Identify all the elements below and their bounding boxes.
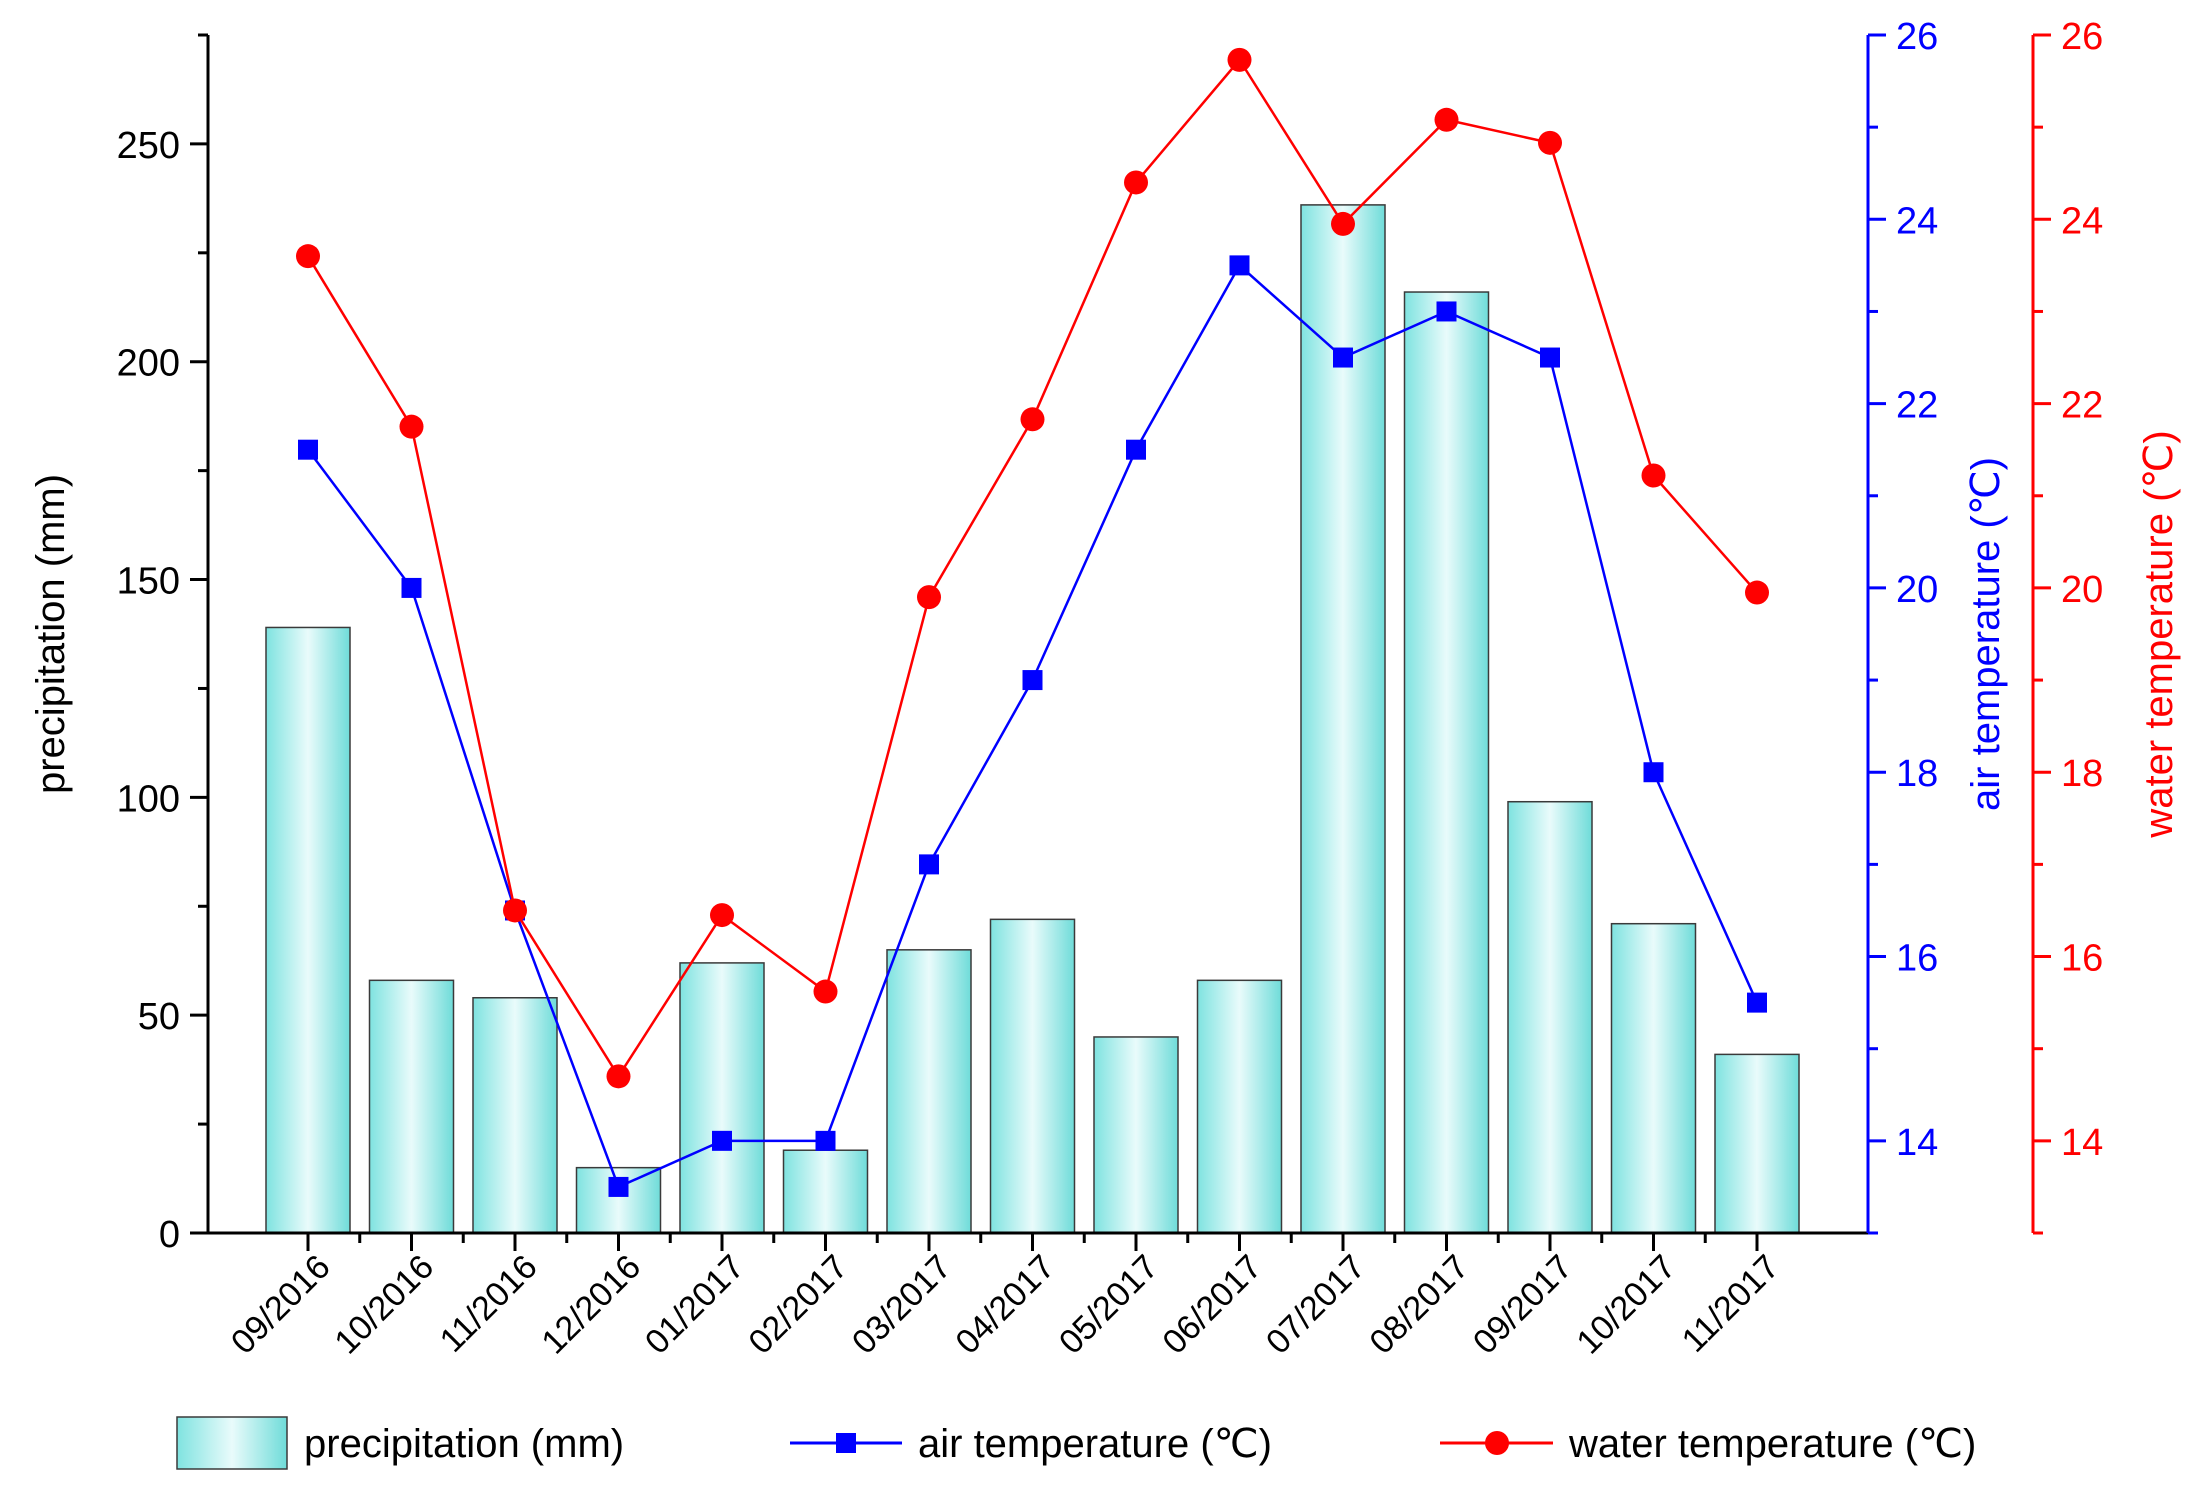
bar-08/2017	[1403, 291, 1490, 1234]
bar-04/2017	[989, 918, 1076, 1234]
right1-tick-label: 22	[1896, 385, 1938, 427]
x-tick-label: 09/2016	[224, 1248, 338, 1362]
right1-tick-label: 20	[1896, 569, 1938, 611]
right1-tick-label: 14	[1896, 1122, 1938, 1164]
air-temperature-point-03/2017	[919, 854, 939, 875]
x-tick-label: 06/2017	[1155, 1248, 1269, 1362]
bar-10/2016	[368, 979, 455, 1234]
air-temperature-point-12/2016	[608, 1176, 629, 1197]
x-tick-label: 03/2017	[845, 1248, 959, 1362]
right2-tick-label: 14	[2061, 1122, 2103, 1164]
water-temperature-point-10/2016	[399, 414, 424, 439]
bar-09/2016	[265, 626, 351, 1234]
right1-tick-label: 26	[1896, 16, 1938, 58]
bar-03/2017	[886, 949, 972, 1234]
right2-tick-label: 16	[2061, 938, 2103, 980]
x-tick-label: 11/2016	[433, 1248, 545, 1360]
legend-swatch-precipitation	[176, 1416, 288, 1470]
right1-axis-title: air temperature (℃)	[1964, 457, 2008, 811]
right1-tick-label: 16	[1896, 938, 1938, 980]
air-temperature-point-09/2016	[298, 439, 318, 460]
legend-label-water-temperature: water temperature (℃)	[1568, 1422, 1976, 1466]
legend-label-air-temperature: air temperature (℃)	[918, 1422, 1272, 1466]
water-temperature-point-09/2017	[1538, 130, 1562, 155]
water-temperature-point-06/2017	[1227, 47, 1252, 72]
right2-tick-label: 24	[2061, 200, 2103, 242]
right2-axis-title: water temperature (℃)	[2137, 430, 2181, 838]
air-temperature-point-10/2016	[401, 577, 422, 598]
x-tick-label: 05/2017	[1052, 1248, 1166, 1362]
air-temperature-point-07/2017	[1333, 347, 1353, 368]
x-tick-label: 10/2017	[1569, 1248, 1683, 1362]
air-temperature-point-11/2017	[1747, 992, 1767, 1013]
air-temperature-point-04/2017	[1022, 670, 1043, 691]
left-tick-label: 200	[117, 343, 180, 385]
water-temperature-point-09/2016	[296, 244, 320, 269]
legend-marker-air-temperature	[836, 1433, 856, 1453]
air-temperature-point-09/2017	[1540, 347, 1560, 368]
water-temperature-point-11/2016	[503, 898, 527, 923]
x-tick-label: 02/2017	[741, 1248, 855, 1362]
right2-tick-label: 20	[2061, 569, 2103, 611]
x-tick-label: 07/2017	[1259, 1248, 1373, 1362]
right2-tick-label: 22	[2061, 385, 2103, 427]
water-temperature-point-02/2017	[813, 979, 838, 1004]
bar-series	[265, 204, 1800, 1234]
air-temperature-point-10/2017	[1643, 762, 1664, 783]
bar-05/2017	[1093, 1036, 1179, 1234]
legend-label-precipitation: precipitation (mm)	[304, 1422, 624, 1466]
air-temperature-point-01/2017	[712, 1130, 732, 1151]
x-tick-label: 04/2017	[948, 1248, 1062, 1362]
water-temperature-point-11/2017	[1745, 580, 1769, 605]
air-temperature-point-02/2017	[815, 1130, 836, 1151]
bar-09/2017	[1507, 800, 1593, 1234]
left-tick-label: 0	[159, 1214, 180, 1256]
water-temperature-point-12/2016	[606, 1064, 631, 1089]
bar-07/2017	[1300, 204, 1386, 1234]
bar-11/2017	[1714, 1053, 1800, 1234]
water-temperature-point-03/2017	[917, 585, 941, 610]
left-tick-label: 150	[117, 561, 180, 603]
water-temperature-point-10/2017	[1641, 463, 1666, 488]
water-temperature-point-04/2017	[1020, 407, 1045, 432]
bar-06/2017	[1196, 979, 1283, 1234]
x-tick-label: 12/2016	[534, 1248, 648, 1362]
bar-02/2017	[782, 1149, 869, 1234]
bar-01/2017	[679, 962, 765, 1234]
air-temperature-point-05/2017	[1126, 439, 1146, 460]
water-temperature-point-07/2017	[1331, 211, 1355, 236]
water-temperature-point-08/2017	[1434, 107, 1459, 132]
x-tick-label: 09/2017	[1466, 1248, 1580, 1362]
x-tick-label: 10/2016	[327, 1248, 441, 1362]
legend: precipitation (mm) air temperature (℃) wat…	[176, 1416, 1976, 1470]
bar-10/2017	[1610, 922, 1697, 1234]
x-tick-label: 08/2017	[1362, 1248, 1476, 1362]
line-series	[296, 47, 1769, 1197]
air-temperature-point-06/2017	[1229, 255, 1250, 276]
right2-tick-label: 18	[2061, 753, 2103, 795]
bar-11/2016	[472, 997, 558, 1234]
left-tick-label: 50	[138, 996, 180, 1038]
water-temperature-point-05/2017	[1124, 170, 1148, 195]
air-temperature-point-08/2017	[1436, 301, 1457, 322]
right1-tick-label: 18	[1896, 753, 1938, 795]
legend-marker-water-temperature	[1485, 1431, 1509, 1455]
right2-tick-label: 26	[2061, 16, 2103, 58]
water-temperature-point-01/2017	[710, 903, 734, 928]
right1-tick-label: 24	[1896, 200, 1938, 242]
x-tick-label: 11/2017	[1675, 1248, 1787, 1360]
left-tick-label: 250	[117, 125, 180, 167]
left-tick-label: 100	[117, 778, 180, 820]
x-tick-label: 01/2017	[638, 1248, 752, 1362]
left-axis-title: precipitation (mm)	[29, 474, 73, 794]
